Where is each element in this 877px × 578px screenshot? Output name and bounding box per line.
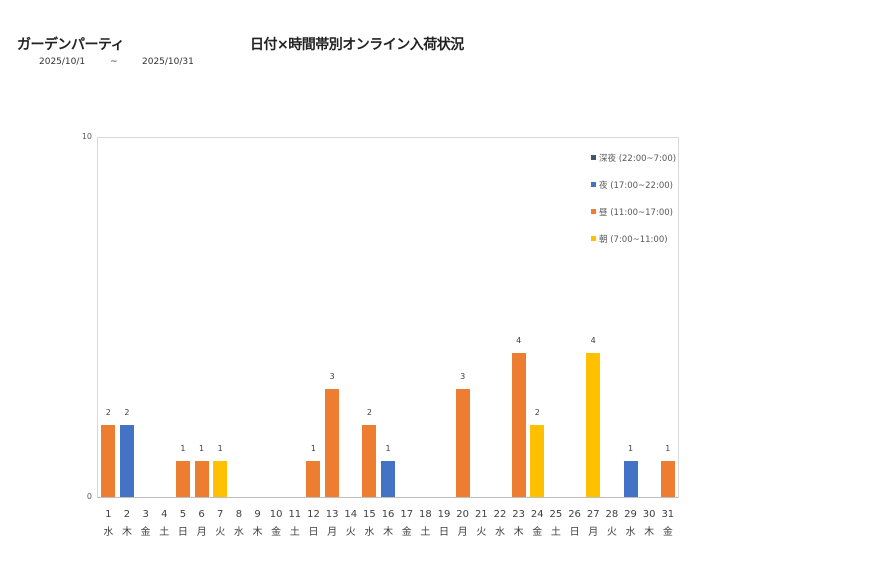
bar-segment <box>381 461 396 497</box>
x-axis-tick-label: 22 水 <box>493 509 507 538</box>
bar-segment <box>660 461 675 497</box>
x-axis-tick-label: 19 日 <box>437 509 451 538</box>
x-axis-tick-label: 20 月 <box>456 509 470 538</box>
x-axis-tick-label: 17 金 <box>400 509 414 538</box>
x-axis-tick-label: 26 日 <box>568 509 581 538</box>
date-from: 2025/10/1 <box>39 57 86 67</box>
legend-swatch-icon <box>591 155 596 160</box>
bar-segment <box>586 353 601 497</box>
x-axis-tick-label: 30 木 <box>642 509 656 538</box>
bar-value-label: 1 <box>665 444 671 453</box>
bar-value-label: 4 <box>516 336 522 345</box>
bar-value-label: 2 <box>124 408 130 417</box>
bar-segment <box>455 389 470 497</box>
legend-swatch-icon <box>591 209 596 214</box>
x-axis-tick-label: 13 月 <box>325 509 339 538</box>
date-separator: ~ <box>110 57 118 67</box>
bar-value-label: 3 <box>329 372 335 381</box>
bar-segment <box>530 425 545 497</box>
legend-swatch-icon <box>591 236 596 241</box>
bar-segment <box>119 425 134 497</box>
bar-segment <box>101 425 116 497</box>
x-axis-tick-label: 28 火 <box>605 509 619 538</box>
x-axis-tick-label: 21 火 <box>474 509 488 538</box>
bar-value-label: 1 <box>310 444 317 453</box>
x-axis-tick-label: 14 火 <box>344 509 358 538</box>
bar-value-label: 2 <box>105 408 111 417</box>
x-axis-tick-label: 23 木 <box>512 509 525 538</box>
bar-value-label: 1 <box>180 444 186 453</box>
bar-value-label: 1 <box>385 444 391 453</box>
legend-item-late-night: 深夜 (22:00~7:00) <box>591 152 676 164</box>
bar-segment <box>362 425 377 497</box>
x-axis-tick-label: 16 木 <box>381 509 395 538</box>
x-axis-tick-label: 10 金 <box>269 509 283 538</box>
x-axis-tick-label: 29 水 <box>624 509 637 538</box>
bar-value-label: 4 <box>590 336 596 345</box>
bar-segment <box>175 461 190 497</box>
bar-segment <box>511 353 526 497</box>
bar-segment <box>194 461 209 497</box>
y-axis-max-label: 10 <box>81 132 92 141</box>
x-axis-tick-label: 31 金 <box>661 509 675 538</box>
x-axis-tick-label: 12 日 <box>307 509 320 538</box>
bar-value-label: 2 <box>366 408 372 417</box>
bar-value-label: 3 <box>460 372 466 381</box>
x-axis-tick-label: 27 月 <box>586 509 600 538</box>
chart-title: 日付×時間帯別オンライン入荷状況 <box>250 37 464 53</box>
bar-value-label: 2 <box>534 408 540 417</box>
x-axis-tick-label: 25 土 <box>549 509 563 538</box>
bar-segment <box>306 461 321 497</box>
x-axis-tick-label: 15 水 <box>363 509 376 538</box>
x-axis-tick-label: 18 土 <box>419 509 432 538</box>
shop-name: ガーデンパーティ <box>17 37 125 53</box>
bar-segment <box>325 389 340 497</box>
legend-item-morning: 朝 (7:00~11:00) <box>591 233 668 245</box>
bar-segment <box>623 461 638 497</box>
plot-frame <box>97 137 679 498</box>
bar-value-label: 1 <box>627 444 634 453</box>
legend-swatch-icon <box>591 182 596 187</box>
x-axis-tick-label: 24 金 <box>530 509 544 538</box>
y-axis-min-label: 0 <box>86 492 92 501</box>
legend-item-night: 夜 (17:00~22:00) <box>591 179 673 191</box>
bar-value-label: 1 <box>217 444 223 453</box>
date-to: 2025/10/31 <box>142 57 194 67</box>
bar-value-label: 1 <box>199 444 205 453</box>
bar-segment <box>213 461 228 497</box>
x-axis-tick-label: 11 土 <box>288 509 302 538</box>
legend-item-day: 昼 (11:00~17:00) <box>591 206 673 218</box>
